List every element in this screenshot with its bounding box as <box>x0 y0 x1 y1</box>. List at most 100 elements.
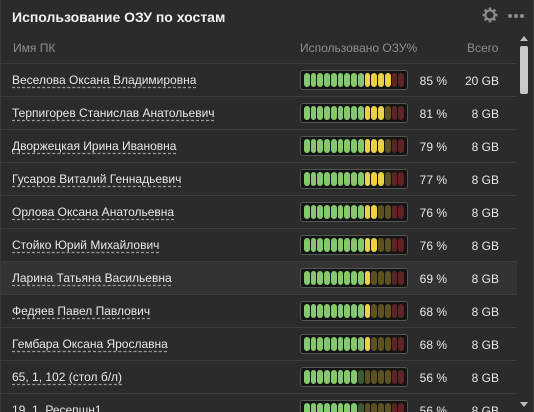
host-name-link[interactable]: Ларина Татьяна Васильевна <box>12 271 172 285</box>
gauge-segment <box>364 370 371 384</box>
column-header-total[interactable]: Всего <box>467 41 499 55</box>
gauge-segment <box>324 139 330 153</box>
gauge-segment <box>304 238 310 252</box>
gauge-segment <box>337 304 344 318</box>
vertical-scrollbar[interactable] <box>517 34 531 412</box>
gauge-segment <box>304 403 310 412</box>
gauge-segment <box>344 304 351 318</box>
scroll-down-arrow-icon[interactable] <box>520 402 528 407</box>
host-name-link[interactable]: Гусаров Виталий Геннадьевич <box>12 172 182 186</box>
gauge-segment <box>304 205 310 219</box>
gauge-segment <box>324 238 330 252</box>
gauge-segment <box>317 271 324 285</box>
gauge-segment <box>391 403 398 412</box>
gauge-segment <box>344 337 351 351</box>
gauge-segment <box>344 271 351 285</box>
gauge-segment <box>384 205 391 219</box>
gauge-segment <box>304 370 310 384</box>
gauge-segment <box>310 139 317 153</box>
gauge-segment <box>330 271 337 285</box>
gauge-segment <box>357 403 364 412</box>
gauge-segment <box>364 139 371 153</box>
ram-used-percent: 85 % <box>419 74 447 88</box>
gauge-segment <box>391 337 398 351</box>
host-name-link[interactable]: Гембара Оксана Ярославна <box>12 337 168 351</box>
gauge-segment <box>378 73 384 87</box>
table-row[interactable]: Стойко Юрий Михайлович 76 % 8 GB <box>1 228 517 261</box>
gauge-segment <box>351 238 357 252</box>
column-header-used[interactable]: Использовано ОЗУ% <box>300 41 418 55</box>
gauge-segment <box>304 106 310 120</box>
table-row[interactable]: Гембара Оксана Ярославна 68 % 8 GB <box>1 327 517 360</box>
table-row[interactable]: Терпигорев Станислав Анатольевич 81 % 8 GB <box>1 96 517 129</box>
gauge-segment <box>398 73 405 87</box>
widget-header: Использование ОЗУ по хостам <box>1 0 533 34</box>
gauge-segment <box>398 205 405 219</box>
gauge-segment <box>378 370 384 384</box>
gauge-segment <box>351 271 357 285</box>
gauge-segment <box>351 172 357 186</box>
gauge-segment <box>317 205 324 219</box>
ram-usage-gauge <box>300 169 408 189</box>
table-row[interactable]: Веселова Оксана Владимировна 85 % 20 GB <box>1 63 517 96</box>
ram-usage-gauge <box>300 70 408 90</box>
ram-usage-gauge <box>300 268 408 288</box>
scroll-thumb[interactable] <box>520 46 528 94</box>
gauge-segment <box>364 271 371 285</box>
gauge-segment <box>324 304 330 318</box>
gauge-segment <box>317 370 324 384</box>
gauge-segment <box>391 304 398 318</box>
hosts-table-body: Веселова Оксана Владимировна 85 % 20 GB Тер… <box>1 63 517 412</box>
ram-usage-gauge <box>300 235 408 255</box>
ram-used-percent: 76 % <box>419 206 447 220</box>
gauge-segment <box>371 403 378 412</box>
ram-usage-gauge <box>300 301 408 321</box>
gauge-segment <box>324 106 330 120</box>
scroll-up-arrow-icon[interactable] <box>520 36 528 41</box>
host-name-link[interactable]: Веселова Оксана Владимировна <box>12 73 197 87</box>
gauge-segment <box>398 271 405 285</box>
gauge-segment <box>398 403 405 412</box>
table-row[interactable]: Федяев Павел Павлович 68 % 8 GB <box>1 294 517 327</box>
gauge-segment <box>371 370 378 384</box>
gauge-segment <box>371 238 378 252</box>
gauge-segment <box>384 403 391 412</box>
ram-used-percent: 68 % <box>419 305 447 319</box>
gauge-segment <box>371 73 378 87</box>
table-row[interactable]: Орлова Оксана Анатольевна 76 % 8 GB <box>1 195 517 228</box>
host-name-link[interactable]: Терпигорев Станислав Анатольевич <box>12 106 215 120</box>
table-row[interactable]: Гусаров Виталий Геннадьевич 77 % 8 GB <box>1 162 517 195</box>
gauge-segment <box>317 403 324 412</box>
ram-usage-gauge <box>300 103 408 123</box>
host-name-link[interactable]: Орлова Оксана Анатольевна <box>12 205 175 219</box>
table-row[interactable]: Ларина Татьяна Васильевна 69 % 8 GB <box>1 261 517 294</box>
gauge-segment <box>337 106 344 120</box>
ram-total: 8 GB <box>471 173 499 187</box>
ram-used-percent: 56 % <box>419 404 447 412</box>
gauge-segment <box>317 73 324 87</box>
gear-icon[interactable] <box>482 7 498 23</box>
table-row[interactable]: Дворжецкая Ирина Ивановна 79 % 8 GB <box>1 129 517 162</box>
more-horizontal-icon[interactable] <box>507 13 525 19</box>
host-name-link[interactable]: 19, 1, Ресепшн1 <box>12 403 102 412</box>
host-name-link[interactable]: Федяев Павел Павлович <box>12 304 151 318</box>
gauge-segment <box>364 337 371 351</box>
host-name-link[interactable]: 65, 1, 102 (стол б/л) <box>12 370 123 384</box>
gauge-segment <box>310 271 317 285</box>
gauge-segment <box>317 106 324 120</box>
host-name-link[interactable]: Дворжецкая Ирина Ивановна <box>12 139 177 153</box>
host-name-link[interactable]: Стойко Юрий Михайлович <box>12 238 160 252</box>
gauge-segment <box>384 172 391 186</box>
table-row[interactable]: 65, 1, 102 (стол б/л) 56 % 8 GB <box>1 360 517 393</box>
column-header-name[interactable]: Имя ПК <box>13 41 56 55</box>
gauge-segment <box>304 337 310 351</box>
gauge-segment <box>384 337 391 351</box>
gauge-segment <box>304 304 310 318</box>
ram-usage-gauge <box>300 400 408 412</box>
table-row[interactable]: 19, 1, Ресепшн1 56 % 8 GB <box>1 393 517 412</box>
gauge-segment <box>398 139 405 153</box>
gauge-segment <box>384 304 391 318</box>
gauge-segment <box>378 271 384 285</box>
gauge-segment <box>317 337 324 351</box>
